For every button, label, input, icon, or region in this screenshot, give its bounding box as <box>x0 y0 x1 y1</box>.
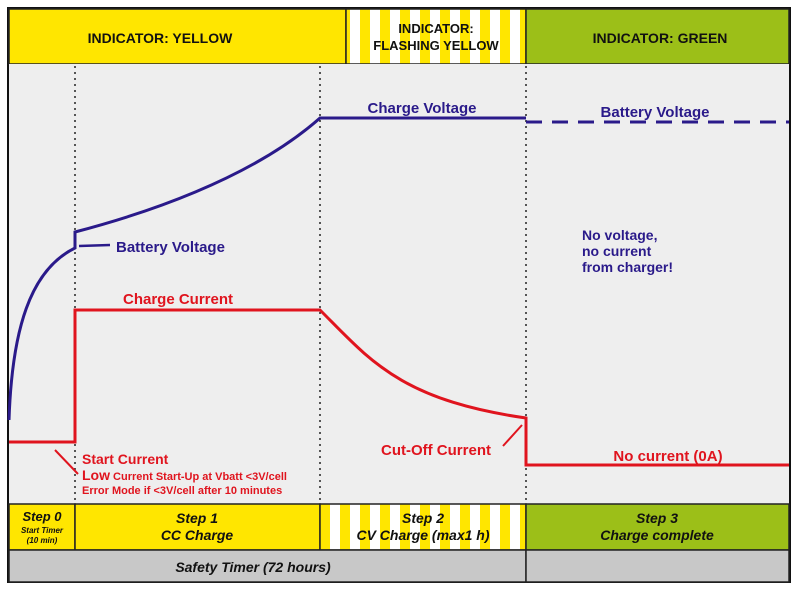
step0-line2: (10 min) <box>27 536 58 545</box>
header-indicator-green: INDICATOR: GREEN <box>593 30 728 46</box>
header-indicator-flashing-2: FLASHING YELLOW <box>373 38 499 53</box>
label-no-voltage-1: No voltage, <box>582 227 657 243</box>
step3-cell <box>525 503 790 551</box>
step2-cell <box>319 503 527 551</box>
battery-voltage-pointer <box>78 243 111 248</box>
label-start-current: Start Current <box>82 451 169 467</box>
step3-desc: Charge complete <box>600 527 714 543</box>
header-flashing-cell <box>345 8 527 65</box>
safety-timer-label: Safety Timer (72 hours) <box>175 559 331 575</box>
step0-line1: Start Timer <box>21 526 64 535</box>
step2-desc: CV Charge (max1 h) <box>356 527 489 543</box>
label-error-mode: Error Mode if <3V/cell after 10 minutes <box>82 485 282 497</box>
label-no-current: No current (0A) <box>613 448 722 465</box>
label-battery-voltage-left: Battery Voltage <box>116 239 225 256</box>
step2-title: Step 2 <box>402 510 444 526</box>
cutoff-current-pointer <box>502 424 523 447</box>
label-cutoff-current: Cut-Off Current <box>381 442 491 459</box>
plot-area <box>9 64 789 504</box>
header-indicator-yellow: INDICATOR: YELLOW <box>88 30 233 46</box>
footer-empty-cell <box>525 549 790 583</box>
label-low-current: Low Current Start-Up at Vbatt <3V/cell <box>82 467 287 483</box>
label-charge-current: Charge Current <box>123 291 233 308</box>
label-battery-voltage-top: Battery Voltage <box>601 104 710 121</box>
header-yellow-cell <box>8 8 347 65</box>
header-indicator-flashing-1: INDICATOR: <box>398 21 473 36</box>
step0-title: Step 0 <box>22 509 62 524</box>
start-current-pointer <box>54 449 79 475</box>
step1-desc: CC Charge <box>161 527 234 543</box>
battery-voltage-curve <box>7 116 526 421</box>
step3-title: Step 3 <box>636 510 678 526</box>
label-no-voltage-3: from charger! <box>582 259 673 275</box>
label-charge-voltage: Charge Voltage <box>368 100 477 117</box>
step1-title: Step 1 <box>176 510 218 526</box>
header-green-cell <box>525 8 790 65</box>
safety-timer-cell <box>8 549 527 583</box>
label-no-voltage-2: no current <box>582 243 652 259</box>
charge-current-curve <box>9 308 789 467</box>
